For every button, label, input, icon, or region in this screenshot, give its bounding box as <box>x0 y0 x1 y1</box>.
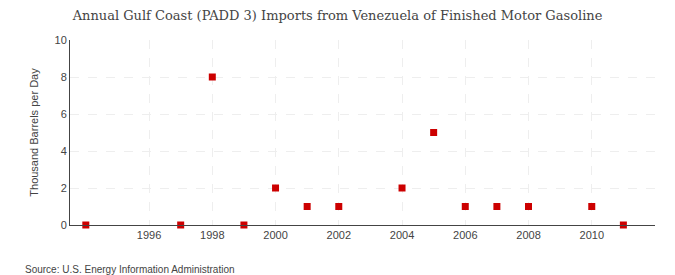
svg-text:6: 6 <box>61 108 67 120</box>
svg-text:Annual Gulf Coast (PADD 3) Imp: Annual Gulf Coast (PADD 3) Imports from … <box>72 8 603 23</box>
svg-text:2004: 2004 <box>390 229 414 241</box>
svg-text:0: 0 <box>61 219 67 231</box>
svg-text:8: 8 <box>61 71 67 83</box>
svg-text:Source: U.S. Energy Informatio: Source: U.S. Energy Information Administ… <box>25 264 235 275</box>
svg-text:2010: 2010 <box>580 229 604 241</box>
svg-text:10: 10 <box>55 34 67 46</box>
svg-text:2: 2 <box>61 182 67 194</box>
svg-text:2000: 2000 <box>263 229 287 241</box>
svg-text:Thousand Barrels per Day: Thousand Barrels per Day <box>28 68 40 197</box>
svg-text:2008: 2008 <box>516 229 540 241</box>
svg-text:4: 4 <box>61 145 67 157</box>
svg-text:2002: 2002 <box>327 229 351 241</box>
svg-text:1996: 1996 <box>137 229 161 241</box>
svg-text:2006: 2006 <box>453 229 477 241</box>
svg-text:1998: 1998 <box>200 229 224 241</box>
